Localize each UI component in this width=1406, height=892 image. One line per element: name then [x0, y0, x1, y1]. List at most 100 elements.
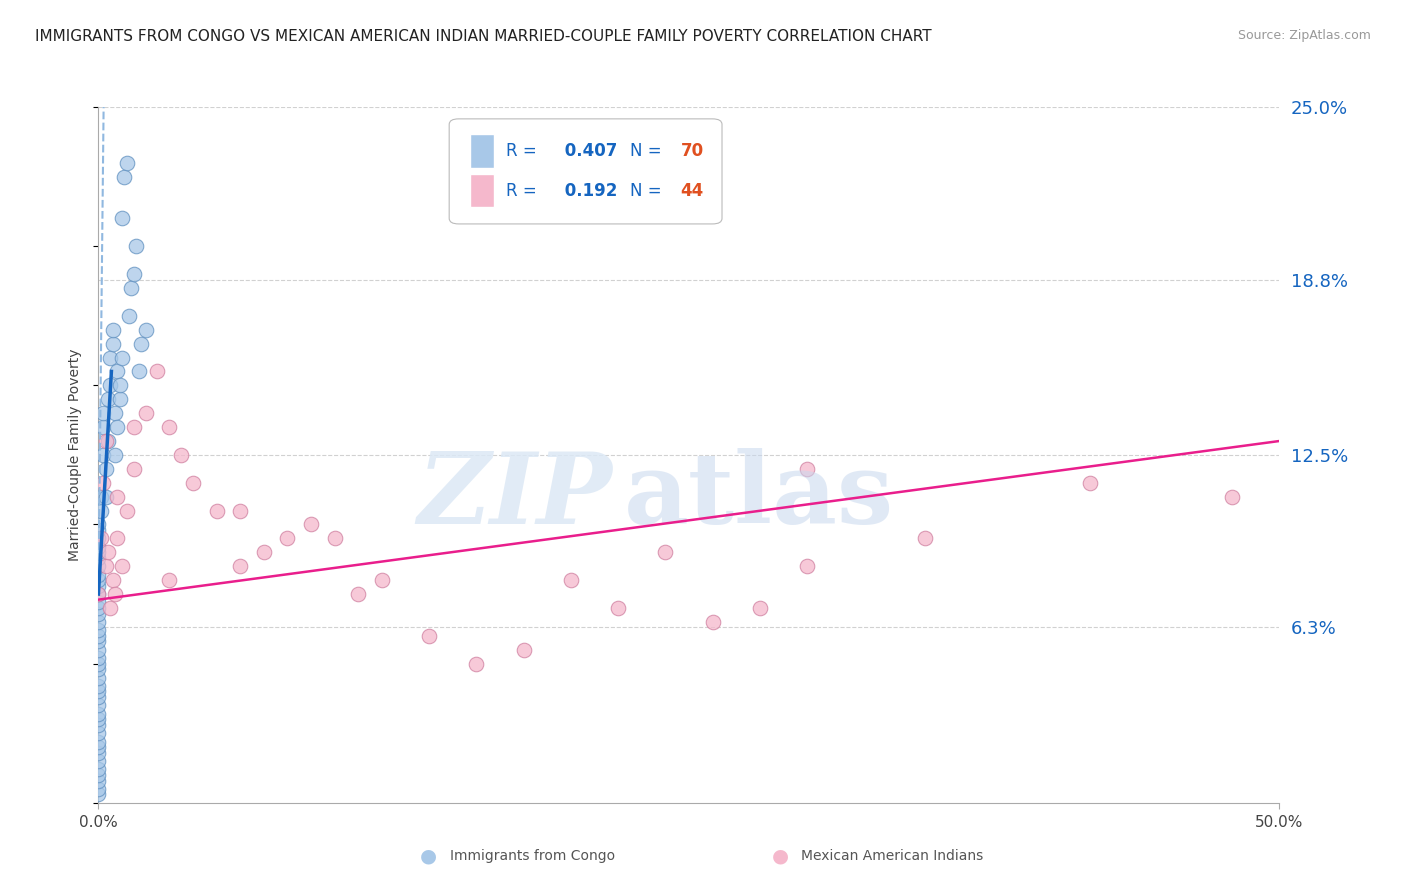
Point: [87, 781, 110, 796]
Point: [98, 601, 121, 615]
Point: [87, 579, 110, 593]
Point: [512, 197, 534, 211]
Point: [87, 768, 110, 782]
Text: 0.407: 0.407: [560, 142, 617, 160]
Point: [122, 267, 145, 281]
Point: [796, 559, 818, 574]
Point: [87, 587, 110, 601]
Text: atlas: atlas: [624, 448, 894, 545]
Point: [115, 155, 138, 169]
Y-axis label: Married-Couple Family Poverty: Married-Couple Family Poverty: [69, 349, 83, 561]
Point: [111, 351, 134, 365]
Text: N =: N =: [630, 182, 666, 200]
Point: [418, 629, 440, 643]
Point: [94, 462, 117, 476]
Point: [104, 406, 127, 420]
Point: [101, 573, 124, 587]
Point: [87, 763, 110, 777]
Point: [97, 545, 120, 559]
Point: [702, 615, 724, 629]
Point: [181, 475, 204, 490]
Point: [105, 532, 128, 546]
Point: [87, 712, 110, 726]
Point: [108, 378, 131, 392]
Point: [91, 420, 114, 434]
Point: [98, 351, 121, 365]
Point: [914, 532, 936, 546]
Point: [87, 607, 110, 621]
Point: [91, 406, 114, 420]
Point: [94, 490, 117, 504]
Text: R =: R =: [506, 142, 541, 160]
Point: [205, 503, 228, 517]
Point: [87, 624, 110, 638]
Point: [87, 517, 110, 532]
Point: [129, 336, 152, 351]
Point: [112, 169, 135, 184]
Point: [108, 392, 131, 407]
Text: 70: 70: [681, 142, 704, 160]
Text: Source: ZipAtlas.com: Source: ZipAtlas.com: [1237, 29, 1371, 42]
Point: [128, 364, 150, 378]
Point: [654, 545, 676, 559]
Point: [135, 323, 157, 337]
Point: [465, 657, 488, 671]
Text: Immigrants from Congo: Immigrants from Congo: [450, 849, 614, 863]
Point: [87, 690, 110, 704]
Point: [607, 601, 630, 615]
Point: [91, 448, 114, 462]
Point: [115, 503, 138, 517]
Text: 0.192: 0.192: [560, 182, 617, 200]
Text: ZIP: ZIP: [418, 449, 612, 545]
Text: IMMIGRANTS FROM CONGO VS MEXICAN AMERICAN INDIAN MARRIED-COUPLE FAMILY POVERTY C: IMMIGRANTS FROM CONGO VS MEXICAN AMERICA…: [35, 29, 932, 44]
Point: [94, 559, 117, 574]
Point: [146, 364, 169, 378]
Point: [87, 706, 110, 721]
Point: [87, 679, 110, 693]
FancyBboxPatch shape: [449, 119, 723, 224]
Point: [512, 642, 534, 657]
Point: [87, 567, 110, 582]
Point: [87, 523, 110, 537]
Point: [87, 587, 110, 601]
Point: [94, 434, 117, 448]
Point: [87, 773, 110, 788]
Point: [87, 662, 110, 676]
Point: [101, 323, 124, 337]
Point: [104, 448, 127, 462]
Point: [157, 420, 180, 434]
Point: [87, 532, 110, 546]
Point: [105, 364, 128, 378]
Point: [87, 671, 110, 685]
Point: [1220, 490, 1243, 504]
Point: [90, 503, 112, 517]
Point: [87, 629, 110, 643]
Point: [229, 503, 252, 517]
Point: [170, 448, 193, 462]
Point: [98, 378, 121, 392]
Text: 44: 44: [681, 182, 704, 200]
Point: [87, 734, 110, 748]
Point: [796, 462, 818, 476]
Point: [87, 754, 110, 768]
Point: [87, 746, 110, 760]
Point: [1080, 475, 1102, 490]
Point: [111, 559, 134, 574]
Point: [253, 545, 276, 559]
Point: [87, 559, 110, 574]
Point: [87, 698, 110, 713]
Point: [87, 634, 110, 648]
Point: [323, 532, 346, 546]
Point: [122, 462, 145, 476]
Point: [87, 642, 110, 657]
Text: ●: ●: [420, 847, 437, 866]
Point: [97, 392, 120, 407]
Point: [87, 545, 110, 559]
FancyBboxPatch shape: [471, 174, 494, 207]
Point: [91, 475, 114, 490]
Text: Mexican American Indians: Mexican American Indians: [801, 849, 984, 863]
Point: [105, 420, 128, 434]
Point: [748, 601, 770, 615]
Point: [229, 559, 252, 574]
Point: [101, 336, 124, 351]
